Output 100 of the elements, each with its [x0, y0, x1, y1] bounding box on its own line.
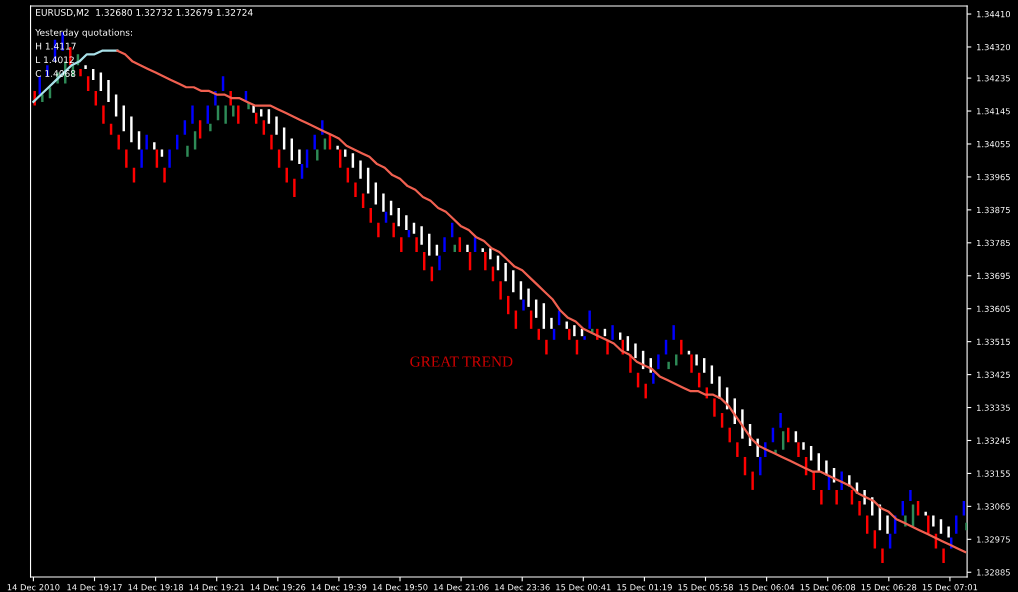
x-tick-label: 14 Dec 19:21 [189, 584, 244, 591]
bar [695, 354, 698, 366]
bar [924, 511, 927, 516]
y-tick-label: 1.33425 [977, 371, 1010, 378]
bar [611, 325, 614, 340]
y-tick-label: 1.33245 [977, 437, 1010, 444]
bar [145, 134, 148, 150]
bar [336, 145, 339, 150]
y-tick-label: 1.33965 [977, 173, 1010, 181]
bar [163, 167, 166, 183]
y-tick-label: 1.33605 [977, 305, 1010, 312]
bar [313, 134, 316, 150]
y-tick-label: 1.33065 [977, 503, 1010, 510]
x-tick-label: 15 Dec 00:41 [556, 584, 611, 591]
bar [125, 149, 128, 168]
bar [881, 548, 884, 564]
bar [489, 248, 492, 260]
bar [443, 237, 446, 252]
bar [438, 255, 441, 271]
bar [252, 105, 255, 113]
bar [415, 237, 418, 252]
annotation: GREAT TREND [410, 356, 513, 367]
bar [736, 442, 739, 457]
bar [107, 79, 110, 102]
y-tick-label: 1.33875 [977, 206, 1010, 214]
bar [909, 489, 912, 501]
bar [527, 288, 530, 307]
bar [382, 193, 385, 212]
bar [947, 526, 950, 538]
bar [186, 145, 189, 157]
bar [672, 325, 675, 340]
bar [377, 222, 380, 238]
x-tick-label: 15 Dec 05:58 [678, 584, 733, 591]
bar [84, 65, 87, 69]
bar [820, 489, 823, 505]
x-tick-label: 15 Dec 06:28 [861, 584, 917, 591]
bar [79, 68, 82, 77]
bar [667, 361, 670, 370]
bar [779, 413, 782, 428]
x-tick-label: 14 Dec 23:36 [495, 584, 550, 591]
bar [550, 317, 553, 329]
bar [420, 226, 423, 245]
y-tick-label: 1.33785 [977, 239, 1010, 247]
bar [392, 222, 395, 238]
x-tick-label: 15 Dec 01:19 [617, 584, 672, 591]
bar [209, 123, 212, 132]
bar [102, 105, 105, 124]
bar [751, 471, 754, 490]
bar [224, 105, 227, 124]
bar [858, 500, 861, 516]
bar [797, 442, 800, 457]
y-tick-label: 1.34320 [977, 43, 1011, 51]
y-tick-label: 1.33695 [977, 272, 1010, 280]
y-tick-label: 1.34235 [977, 75, 1010, 82]
bar [484, 251, 487, 271]
y-tick-label: 1.33515 [977, 338, 1010, 345]
bar [117, 134, 120, 150]
bar [927, 515, 930, 534]
line-series [116, 49, 967, 554]
bar [499, 281, 502, 300]
bar [932, 515, 935, 527]
bar [293, 178, 296, 198]
bar [634, 343, 637, 359]
bar [690, 354, 693, 373]
bar [835, 489, 838, 505]
bar [713, 398, 716, 417]
bar [232, 105, 235, 117]
bar [397, 208, 400, 227]
bar [522, 299, 525, 311]
bar [140, 149, 143, 168]
x-tick-label: 15 Dec 06:04 [739, 584, 795, 591]
x-tick-label: 14 Dec 19:39 [311, 584, 367, 591]
x-tick-label: 14 Dec 19:18 [128, 584, 184, 591]
bar [298, 149, 301, 165]
y-tick-label: 1.32975 [977, 536, 1010, 543]
bar [359, 160, 362, 179]
bar [41, 94, 44, 102]
x-tick-label: 15 Dec 06:08 [800, 584, 856, 591]
bar [886, 515, 889, 534]
bar [191, 105, 194, 124]
line-series [32, 49, 119, 103]
bar [504, 262, 507, 282]
bar [270, 134, 273, 150]
y-tick-label: 1.32885 [977, 569, 1010, 576]
y-tick-label: 1.34145 [977, 108, 1010, 115]
bar [583, 336, 586, 340]
bar [588, 310, 591, 329]
bar [153, 142, 156, 150]
bar [573, 325, 576, 337]
x-tick-label: 14 Dec 19:26 [250, 584, 306, 591]
bar [568, 328, 571, 340]
x-tick-label: 14 Dec 2010 [7, 584, 60, 591]
annotation: Yesterday quotations: [35, 28, 132, 38]
bar [405, 215, 408, 230]
bar [802, 442, 805, 450]
bar [354, 182, 357, 198]
bar [400, 237, 403, 252]
bar [316, 149, 319, 161]
y-tick-label: 1.33335 [977, 404, 1010, 411]
x-tick-label: 14 Dec 21:06 [434, 584, 489, 591]
